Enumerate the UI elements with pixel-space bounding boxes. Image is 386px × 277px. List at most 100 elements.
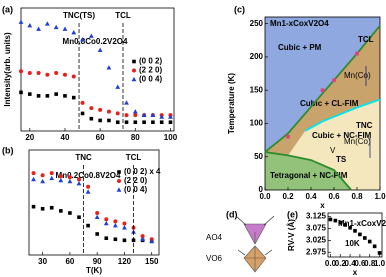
marker [53,24,59,30]
y-tick-label: 3.025 [306,235,327,244]
legend-marker [131,76,137,82]
panel: 0.00.20.40.60.81.0 2.975 3.025 3.075 3.125 (e… [287,209,386,277]
panel-label: (d) [226,209,238,219]
marker [141,112,147,117]
marker [98,107,103,112]
marker [95,232,99,236]
marker [76,181,82,186]
marker [122,225,127,230]
chart-title: Mn0.2Co0.8V2O4 [56,171,121,180]
marker [19,90,23,95]
plot-frame [28,149,160,256]
x-tick-label: 0.6 [328,192,340,201]
y-tick-label: 3.075 [306,224,327,233]
marker [98,118,102,123]
marker [122,221,127,226]
chart-title: Mn0.8Co0.2V2O4 [63,37,128,46]
marker [133,120,138,125]
y-tick-label: 2.975 [306,247,327,256]
marker [59,209,63,213]
marker [124,100,129,105]
legend-marker [117,170,121,174]
marker [159,114,165,119]
legend-marker [132,59,136,64]
marker [89,116,94,121]
x-axis-label: x [353,268,358,277]
panel-label: (e) [287,209,298,219]
x-tick-label: 80 [131,133,140,142]
marker [150,112,156,117]
line [304,98,381,132]
legend-marker [117,179,121,183]
legend-label: (0 0 4) [139,75,162,84]
x-tick-label: 0.4 [345,259,357,268]
diagram-label: AO4 [206,233,223,242]
x-tick-label: 60 [96,133,105,142]
inset-label: Mn(Co) [344,137,371,146]
marker [36,26,41,31]
marker [80,111,85,116]
marker [149,238,155,244]
marker [40,207,45,211]
marker [77,215,81,219]
marker [112,223,118,228]
x-tick-label: 0.6 [354,259,366,268]
marker [104,236,109,240]
marker [68,211,72,215]
marker [71,30,77,35]
x-tick-label: 90 [93,257,102,266]
x-tick-label: 1.0 [374,259,386,268]
legend-marker [116,187,122,192]
marker [142,120,146,125]
marker [71,74,76,79]
marker [358,232,362,237]
marker [286,134,290,139]
marker [67,175,72,180]
line [264,151,352,191]
x-tick-label: 120 [118,257,132,266]
marker [363,236,367,240]
tetrahedron [235,215,275,245]
annotation: 10K [345,239,360,248]
region-label: Tetragonal + NC-FIM [270,171,348,180]
x-tick-label: 1.0 [374,192,386,201]
marker [45,94,50,98]
line [264,25,381,153]
marker [159,120,164,125]
marker [140,234,145,239]
marker [86,184,91,189]
marker [332,78,336,83]
marker [132,109,138,114]
marker [67,178,73,184]
panel-label: (c) [234,4,245,14]
y-tick-label: 200 [250,52,264,61]
legend-label: (0 0 2) x 4 [124,167,161,176]
marker [62,72,67,77]
x-tick-label: 0.8 [351,192,363,201]
panel-label: (b) [2,145,14,155]
marker [49,171,54,176]
x-axis-label: T(K) [86,266,102,275]
marker [348,225,352,230]
y-tick-label: 250 [250,19,264,28]
curve-label: TS [336,155,347,164]
region [265,25,380,156]
marker [168,120,173,125]
marker [107,118,111,123]
marker [45,72,50,77]
marker [133,113,138,118]
marker [86,223,90,228]
marker [151,120,155,125]
legend-label: (2 2 0) [124,176,147,185]
marker [328,217,333,222]
marker [168,114,173,119]
diagram-label: VO6 [206,254,223,263]
marker [27,71,32,76]
y-tick-label: 50 [254,152,263,161]
marker [36,71,41,76]
marker [54,71,59,76]
y-axis-label: RV-V (Å) [287,219,296,251]
marker [115,84,121,89]
vline-label: TNC(TS) [63,11,95,20]
